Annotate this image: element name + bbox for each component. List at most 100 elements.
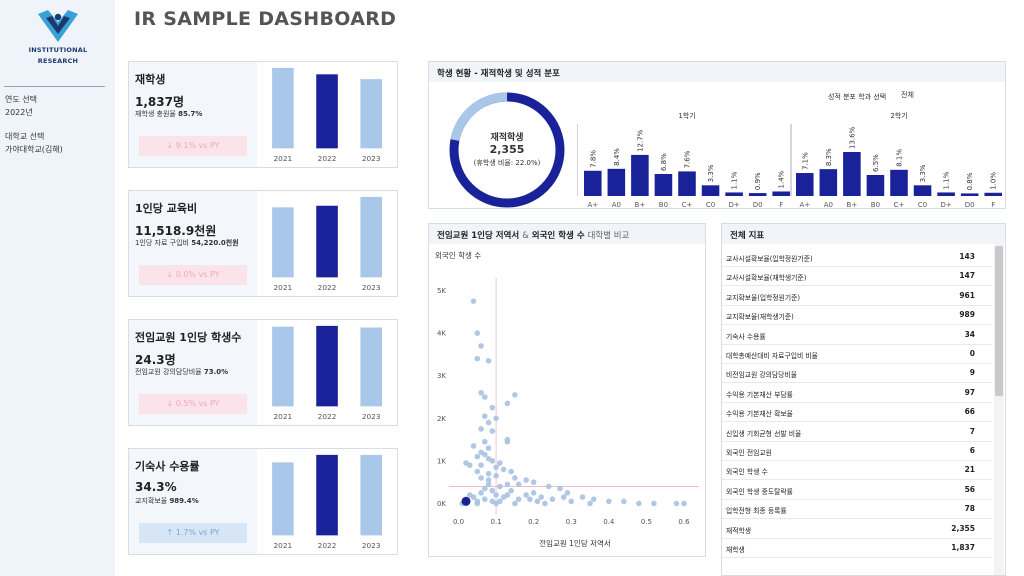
grade-bar[interactable] (796, 173, 814, 196)
grade-bar[interactable] (984, 192, 1002, 196)
scrollbar-thumb[interactable] (995, 246, 1003, 396)
kpi-bar[interactable] (316, 74, 338, 149)
scatter-point[interactable] (564, 490, 571, 496)
scatter-point[interactable] (508, 487, 514, 494)
scatter-point[interactable] (500, 466, 507, 473)
scatter-point[interactable] (493, 464, 499, 471)
scatter-point[interactable] (474, 453, 481, 460)
table-row[interactable]: 외국인 전임교원 6 (722, 442, 992, 461)
scatter-point[interactable] (493, 492, 499, 498)
scatter-point[interactable] (606, 498, 612, 505)
scatter-point[interactable] (470, 443, 477, 449)
grade-bar[interactable] (701, 185, 720, 196)
scatter-point[interactable] (470, 298, 477, 304)
grade-bar[interactable] (913, 185, 932, 196)
grade-bar[interactable] (819, 169, 838, 196)
kpi-bar[interactable] (272, 462, 294, 536)
scatter-point[interactable] (651, 500, 657, 507)
scatter-point[interactable] (474, 355, 481, 362)
grade-filter-value[interactable]: 전체 (901, 91, 914, 99)
kpi-bar[interactable] (360, 327, 382, 407)
scatter-point[interactable] (482, 485, 488, 492)
grade-bar[interactable] (937, 192, 955, 196)
grade-bar[interactable] (866, 174, 885, 196)
scatter-point[interactable] (557, 485, 563, 492)
scatter-point[interactable] (466, 492, 473, 498)
scatter-point[interactable] (485, 470, 492, 477)
scatter-point[interactable] (673, 500, 680, 507)
scatter-point[interactable] (485, 445, 492, 451)
scatter-point[interactable] (512, 500, 518, 507)
table-row[interactable]: 외국인 학생 중도탈락률 56 (722, 481, 992, 500)
school-filter-value[interactable]: 가야대학교(김해) (5, 145, 63, 154)
scatter-point[interactable] (538, 494, 544, 500)
scatter-point[interactable] (579, 494, 586, 500)
scatter-point[interactable] (523, 492, 529, 498)
table-row[interactable]: 교지확보율(입학정원기준) 961 (722, 287, 992, 306)
scatter-point[interactable] (515, 481, 522, 488)
scatter-point[interactable] (504, 400, 511, 407)
scatter-point[interactable] (466, 462, 473, 468)
table-row[interactable]: 교사시설확보율(입학정원기준) 143 (722, 248, 992, 267)
scatter-point[interactable] (493, 415, 499, 422)
grade-bar[interactable] (678, 171, 696, 196)
scatter-point[interactable] (485, 477, 492, 483)
grade-bar[interactable] (725, 192, 743, 196)
scatter-point[interactable] (489, 487, 496, 494)
scatter-point[interactable] (545, 483, 552, 490)
scatter-point[interactable] (482, 413, 488, 419)
scatter-point[interactable] (478, 490, 484, 496)
scatter-point[interactable] (478, 343, 484, 349)
scatter-point[interactable] (485, 419, 492, 426)
table-row[interactable]: 재적학생 2,355 (722, 520, 992, 539)
grade-bar[interactable] (890, 169, 908, 196)
kpi-bar[interactable] (360, 79, 382, 149)
grade-bar[interactable] (584, 170, 602, 196)
scatter-point[interactable] (497, 483, 503, 490)
scatter-point[interactable] (489, 428, 496, 434)
grade-bar[interactable] (772, 191, 790, 196)
scatter-point[interactable] (497, 460, 503, 466)
scatter-point[interactable] (493, 500, 499, 507)
scatter-point[interactable] (542, 500, 548, 507)
scatter-point[interactable] (587, 500, 593, 507)
scatter-point[interactable] (482, 451, 488, 458)
scatter-point[interactable] (485, 481, 492, 488)
year-filter-value[interactable]: 2022년 (5, 108, 33, 117)
scatter-point[interactable] (482, 496, 488, 503)
scatter-point[interactable] (530, 479, 537, 485)
scatter-point[interactable] (493, 472, 499, 479)
scatter-point[interactable] (636, 500, 642, 507)
grade-bar[interactable] (654, 174, 673, 196)
scatter-point[interactable] (681, 500, 687, 507)
table-row[interactable]: 대학총예산대비 자료구입비 비율 0 (722, 345, 992, 364)
scatter-point[interactable] (504, 492, 511, 498)
table-row[interactable]: 비전임교원 강의담당비율 9 (722, 364, 992, 384)
kpi-bar[interactable] (360, 196, 382, 278)
scatter-point[interactable] (621, 498, 627, 505)
scatter-point[interactable] (485, 357, 492, 364)
table-row[interactable]: 교지확보율(재학생기준) 989 (722, 306, 992, 326)
scatter-point[interactable] (474, 500, 481, 507)
grade-bar[interactable] (631, 154, 649, 196)
scatter-point[interactable] (489, 404, 496, 411)
scatter-point[interactable] (515, 496, 522, 503)
scatter-point[interactable] (489, 458, 496, 464)
kpi-bar[interactable] (272, 67, 294, 149)
table-row[interactable]: 입학전형 최종 등록률 78 (722, 500, 992, 520)
scatter-point[interactable] (512, 392, 518, 398)
scatter-point[interactable] (590, 496, 597, 503)
grade-bar[interactable] (843, 152, 861, 196)
kpi-bar[interactable] (316, 205, 338, 278)
table-scrollbar[interactable] (994, 244, 1004, 575)
scatter-point[interactable] (478, 462, 484, 468)
scatter-point[interactable] (478, 475, 484, 481)
grade-bar[interactable] (960, 193, 979, 196)
table-row[interactable]: 신입생 기회균형 선발 비율 7 (722, 423, 992, 442)
kpi-bar[interactable] (316, 325, 338, 407)
kpi-bar[interactable] (316, 454, 338, 536)
table-row[interactable]: 수익용 기본재산 확보율 66 (722, 403, 992, 423)
table-row[interactable]: 기숙사 수용률 34 (722, 326, 992, 345)
kpi-bar[interactable] (360, 454, 382, 536)
table-row[interactable]: 수익용 기본재산 부담률 97 (722, 384, 992, 403)
